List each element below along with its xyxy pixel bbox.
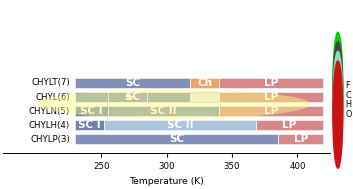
Text: CHYLP(3): CHYLP(3) bbox=[30, 135, 70, 144]
Text: O: O bbox=[346, 110, 352, 119]
Bar bbox=[75, 134, 278, 144]
Bar bbox=[190, 78, 219, 88]
Text: LP: LP bbox=[264, 78, 279, 88]
Text: SC: SC bbox=[125, 92, 140, 102]
Text: LP: LP bbox=[264, 106, 279, 116]
Bar bbox=[256, 120, 323, 130]
Bar bbox=[108, 92, 147, 102]
Text: H: H bbox=[346, 101, 352, 109]
Text: CHYLH(4): CHYLH(4) bbox=[29, 121, 70, 130]
Text: F: F bbox=[346, 81, 350, 90]
Bar bbox=[278, 134, 323, 144]
Circle shape bbox=[333, 51, 343, 159]
Circle shape bbox=[333, 61, 343, 168]
Text: SC II: SC II bbox=[167, 120, 193, 130]
X-axis label: Temperature (K): Temperature (K) bbox=[129, 177, 204, 186]
Text: SC II: SC II bbox=[150, 106, 177, 116]
Text: SC: SC bbox=[169, 134, 184, 144]
Bar bbox=[219, 78, 323, 88]
Bar bbox=[108, 106, 219, 116]
Bar bbox=[219, 106, 323, 116]
Text: LP: LP bbox=[293, 134, 308, 144]
Bar bbox=[75, 106, 108, 116]
Text: SC: SC bbox=[125, 78, 140, 88]
Text: s: s bbox=[125, 92, 131, 102]
Bar bbox=[75, 120, 323, 130]
Bar bbox=[75, 78, 190, 88]
Bar bbox=[75, 78, 323, 88]
Bar bbox=[75, 120, 104, 130]
Bar bbox=[75, 106, 323, 116]
Bar bbox=[219, 92, 323, 102]
Bar bbox=[75, 92, 323, 102]
Text: LP: LP bbox=[264, 92, 279, 102]
Text: CHYLT(7): CHYLT(7) bbox=[31, 78, 70, 88]
Bar bbox=[104, 120, 256, 130]
Bar bbox=[75, 134, 323, 144]
Circle shape bbox=[333, 32, 343, 139]
Ellipse shape bbox=[36, 89, 310, 119]
Bar bbox=[75, 92, 190, 102]
Text: C: C bbox=[346, 91, 352, 100]
Text: Ch: Ch bbox=[197, 78, 212, 88]
Text: SC I: SC I bbox=[78, 120, 101, 130]
Text: LP: LP bbox=[282, 120, 297, 130]
Circle shape bbox=[333, 42, 343, 149]
Text: CHYLN(5): CHYLN(5) bbox=[29, 107, 70, 116]
Text: SC I: SC I bbox=[80, 106, 103, 116]
Text: CHYL(6): CHYL(6) bbox=[35, 93, 70, 102]
